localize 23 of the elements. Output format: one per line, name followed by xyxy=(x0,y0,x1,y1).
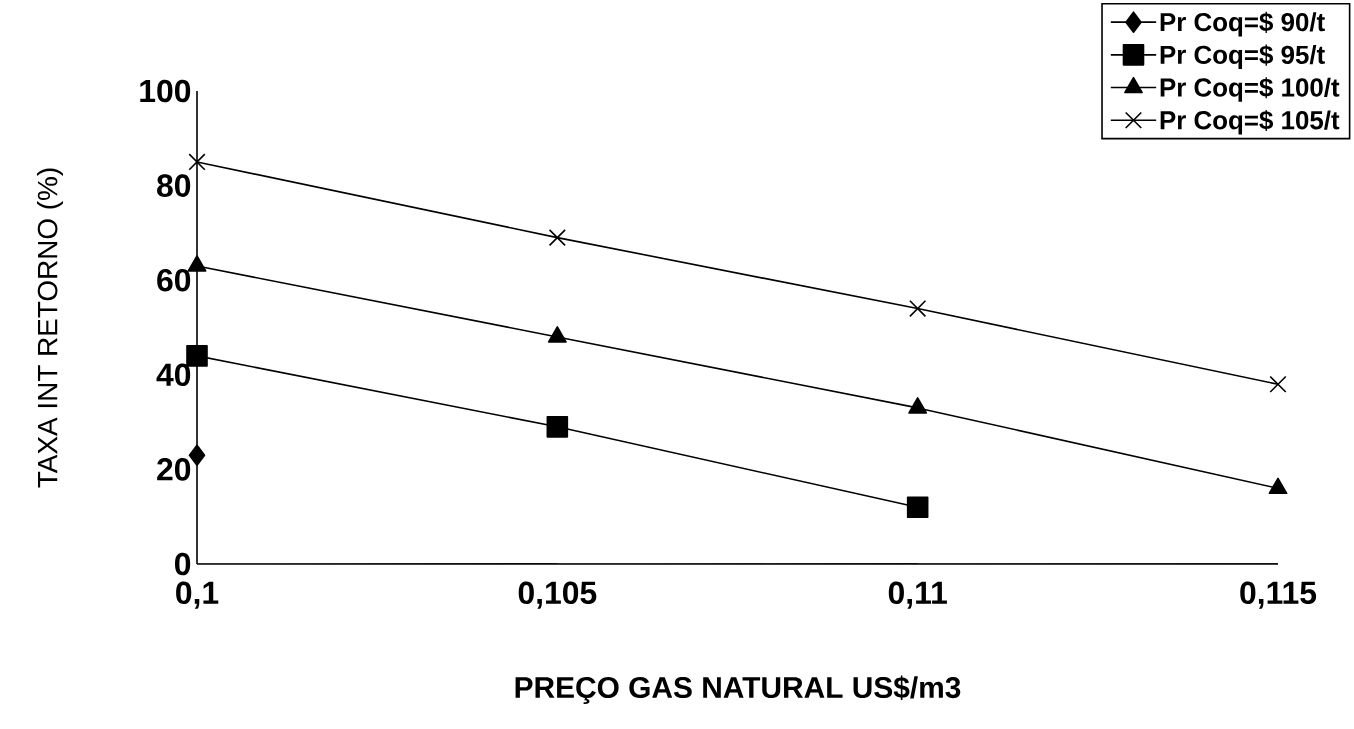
x-tick-label: 0,1 xyxy=(176,581,219,609)
legend-label: Pr Coq=$ 90/t xyxy=(1160,11,1325,37)
x-axis-title: PREÇO GAS NATURAL US$/m3 xyxy=(515,675,961,705)
legend-label: Pr Coq=$ 105/t xyxy=(1160,109,1340,135)
y-tick-label: 100 xyxy=(140,79,191,103)
point xyxy=(548,229,566,247)
y-tick-label: 40 xyxy=(156,363,191,387)
point xyxy=(188,444,206,467)
x-tick-label: 0,105 xyxy=(518,581,597,609)
y-tick-label: 60 xyxy=(157,268,191,292)
x-tick-label: 0,115 xyxy=(1240,581,1317,609)
legend-label: Pr Coq=$ 95/t xyxy=(1160,44,1325,70)
point xyxy=(906,496,929,519)
point xyxy=(909,300,927,318)
y-tick-label: 80 xyxy=(157,174,191,197)
point xyxy=(188,153,206,171)
y-tick-label: 0 xyxy=(175,552,191,576)
y-tick-label: 20 xyxy=(157,458,191,481)
y-axis-title: TAXA INT RETORNO (%) xyxy=(37,168,63,488)
point xyxy=(546,416,569,438)
point xyxy=(1269,375,1287,393)
x-tick-label: 0,11 xyxy=(888,581,947,609)
legend-label: Pr Coq=$ 100/t xyxy=(1160,77,1340,102)
